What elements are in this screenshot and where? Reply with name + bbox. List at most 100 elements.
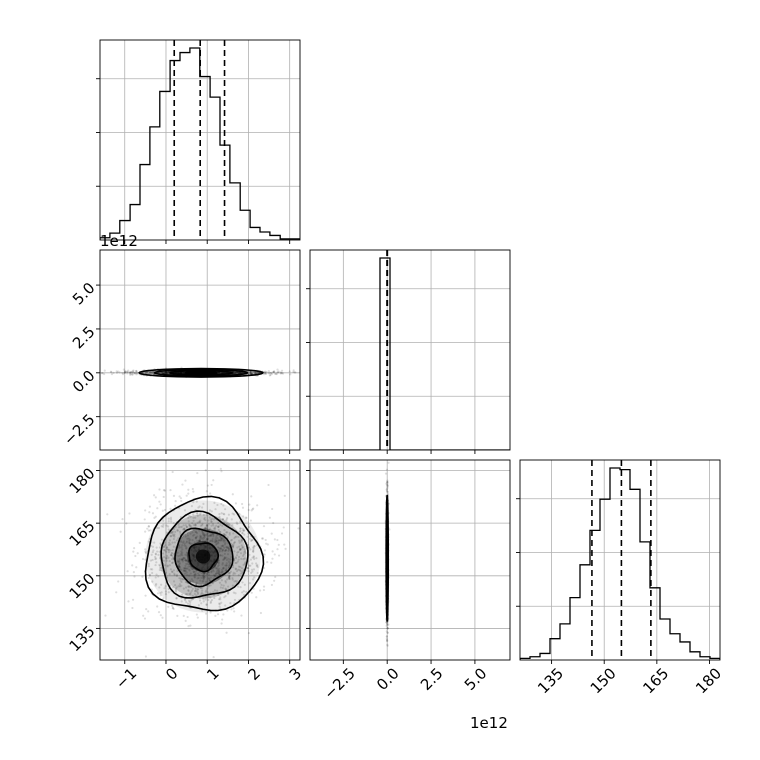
- scatter-point: [253, 545, 256, 548]
- scatter-point: [154, 576, 157, 579]
- scatter-point: [172, 580, 176, 583]
- scatter-point: [156, 507, 159, 510]
- scatter-point: [200, 593, 203, 596]
- scatter-point: [131, 373, 134, 376]
- scatter-point: [385, 621, 388, 624]
- scatter-point: [223, 543, 227, 546]
- scatter-point: [224, 569, 227, 572]
- scatter-point: [239, 572, 242, 575]
- scatter-point: [157, 610, 161, 614]
- scatter-point: [152, 494, 156, 497]
- scatter-point: [228, 571, 231, 574]
- scatter-point: [231, 493, 234, 496]
- scatter-point: [244, 551, 247, 555]
- scatter-point: [385, 488, 389, 491]
- scatter-point: [276, 371, 279, 374]
- scatter-point: [193, 576, 197, 579]
- scatter-point: [115, 370, 118, 373]
- scatter-point: [128, 371, 131, 374]
- scatter-point: [176, 551, 179, 554]
- scatter-point: [183, 509, 187, 512]
- scatter-point: [178, 566, 182, 569]
- scatter-point: [218, 581, 222, 584]
- density-level: [195, 549, 211, 564]
- scatter-point: [136, 552, 139, 555]
- scatter-point: [147, 529, 150, 532]
- scatter-point: [151, 545, 155, 548]
- scatter-point: [241, 546, 244, 549]
- scatter-point: [224, 534, 227, 537]
- scatter-point: [148, 370, 151, 373]
- scatter-point: [217, 528, 220, 532]
- scatter-point: [387, 492, 390, 496]
- scatter-point: [175, 596, 178, 600]
- scatter-point: [187, 625, 190, 628]
- scatter-point: [213, 526, 217, 529]
- scatter-point: [218, 569, 221, 573]
- scatter-point: [199, 537, 202, 540]
- x-tick-label: −1: [112, 664, 140, 692]
- scatter-point: [163, 556, 166, 559]
- scatter-point: [148, 573, 152, 576]
- scatter-point: [110, 373, 114, 376]
- scatter-point: [212, 527, 216, 530]
- scatter-point: [162, 545, 166, 548]
- scatter-point: [232, 532, 235, 535]
- scatter-point: [169, 535, 172, 538]
- scatter-point: [118, 371, 121, 374]
- scatter-point: [147, 525, 150, 528]
- scatter-point: [182, 540, 185, 543]
- scatter-point: [194, 570, 197, 573]
- scatter-point: [236, 580, 239, 583]
- scatter-point: [219, 467, 222, 470]
- scatter-point: [223, 596, 226, 599]
- scatter-point: [217, 561, 220, 564]
- scatter-point: [132, 550, 135, 553]
- scatter-point: [283, 543, 286, 546]
- scatter-point: [385, 468, 389, 471]
- scatter-point: [159, 503, 162, 506]
- scatter-point: [255, 557, 258, 560]
- scatter-point: [166, 565, 169, 568]
- scatter-point: [238, 547, 242, 551]
- scatter-point: [158, 488, 161, 491]
- scatter-point: [173, 572, 176, 575]
- scatter-point: [219, 539, 223, 542]
- scatter-point: [221, 554, 224, 557]
- scatter-point: [249, 371, 252, 374]
- scatter-point: [385, 638, 389, 641]
- scatter-point: [204, 527, 207, 530]
- scatter-point: [199, 583, 203, 586]
- scatter-point: [191, 522, 194, 525]
- scatter-point: [165, 559, 168, 562]
- scatter-point: [198, 520, 201, 523]
- scatter-point: [220, 622, 223, 625]
- scatter-point: [208, 516, 211, 519]
- scatter-point: [385, 621, 388, 624]
- scatter-point: [217, 525, 220, 528]
- scatter-point: [201, 522, 204, 525]
- scatter-point: [387, 623, 390, 626]
- scatter-point: [156, 526, 159, 530]
- scatter-point: [224, 604, 227, 607]
- scatter-point: [216, 613, 220, 616]
- scatter-point: [201, 589, 204, 592]
- scatter-point: [215, 572, 218, 575]
- scatter-point: [179, 577, 182, 580]
- scatter-point: [151, 571, 154, 575]
- scatter-point: [128, 512, 131, 515]
- scatter-point: [215, 567, 218, 570]
- scatter-point: [292, 370, 295, 373]
- scatter-point: [143, 617, 147, 620]
- scatter-point: [264, 372, 267, 375]
- scatter-point: [239, 569, 242, 573]
- scatter-point: [177, 537, 180, 540]
- scatter-point: [385, 621, 388, 624]
- scatter-point: [168, 539, 172, 542]
- scatter-point: [154, 557, 158, 560]
- scatter-point: [238, 541, 241, 544]
- scatter-point: [199, 586, 203, 590]
- scatter-point: [216, 546, 220, 549]
- scatter-point: [181, 558, 184, 561]
- scatter-point: [189, 542, 192, 545]
